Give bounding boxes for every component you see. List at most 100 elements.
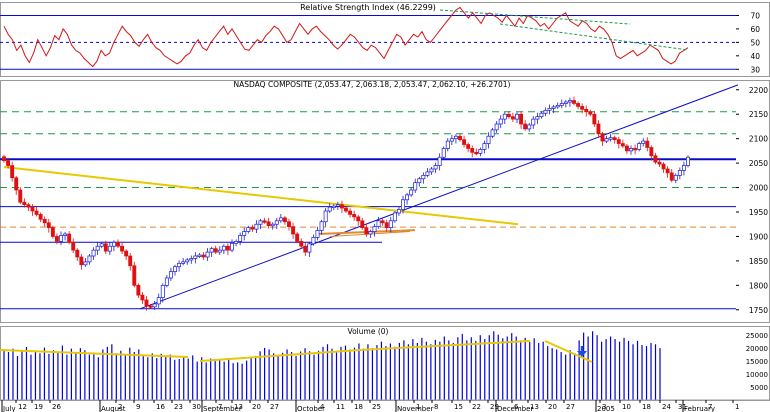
- x-month-label: December: [497, 405, 533, 412]
- candle-body: [458, 135, 462, 140]
- candle-body: [372, 226, 377, 232]
- candle-body: [498, 118, 503, 125]
- x-day-label: 2: [118, 403, 122, 411]
- x-month-label: November: [397, 405, 434, 412]
- candle-body: [531, 118, 536, 126]
- rsi-panel: 30 40 50 60 70: [0, 2, 770, 77]
- candle-body: [95, 245, 100, 251]
- volume-tick-label: 25000: [746, 332, 768, 340]
- x-day-label: 8: [434, 403, 438, 411]
- candle-body: [242, 231, 247, 236]
- candle-body: [665, 168, 670, 174]
- x-day-label: 22: [472, 403, 481, 411]
- candle-body: [111, 241, 116, 247]
- volume-trendline-2: [199, 340, 531, 362]
- candle-body: [278, 217, 283, 222]
- candle-body: [262, 220, 267, 223]
- candle-body: [360, 220, 365, 228]
- candle-body: [539, 112, 544, 118]
- candle-body: [470, 148, 475, 153]
- candle-body: [348, 210, 353, 215]
- x-day-label: 7: [218, 403, 222, 411]
- volume-trendline-1: [0, 349, 189, 358]
- candle-body: [673, 174, 678, 181]
- candle-body: [160, 284, 165, 298]
- candle-body: [624, 145, 629, 152]
- candle-body: [653, 155, 658, 163]
- candle-body: [148, 305, 153, 308]
- candle-body: [523, 123, 528, 130]
- candle-body: [128, 255, 133, 267]
- price-title: NASDAQ COMPOSITE (2,053.47, 2,063.18, 2,…: [234, 80, 511, 89]
- volume-tick-label: 10000: [746, 371, 768, 379]
- candle-body: [368, 231, 373, 235]
- candle-body: [449, 138, 454, 142]
- candle-body: [254, 223, 259, 230]
- rsi-tick-label: 40: [750, 52, 760, 61]
- candle-body: [596, 123, 601, 135]
- candle-body: [478, 149, 483, 154]
- candle-body: [519, 113, 524, 125]
- candle-body: [555, 105, 560, 108]
- candle-body: [209, 248, 214, 253]
- candle-body: [629, 148, 633, 152]
- price-panel: 1750 1800 1850 1900 1950 2000 2050 2100 2150 2200: [0, 80, 770, 323]
- x-day-label: 27: [270, 403, 279, 411]
- candle-body: [466, 144, 471, 149]
- x-day-label: 10: [622, 403, 631, 411]
- candle-body: [91, 249, 96, 257]
- candle-body: [645, 140, 650, 148]
- rsi-title: Relative Strength Index (46.2299): [300, 3, 436, 12]
- x-day-label: 18: [642, 403, 651, 411]
- candle-body: [474, 152, 479, 155]
- x-day-label: 12: [18, 403, 27, 411]
- x-day-label: 27: [566, 403, 575, 411]
- candle-body: [421, 174, 426, 180]
- candle-body: [600, 133, 605, 142]
- x-day-label: 20: [252, 403, 261, 411]
- rsi-tick-label: 70: [750, 11, 760, 20]
- x-day-label: 26: [52, 403, 61, 411]
- candle-body: [54, 236, 59, 242]
- candle-body: [181, 261, 186, 264]
- candle-body: [46, 222, 51, 228]
- candle-body: [462, 139, 467, 145]
- volume-tick-label: 5000: [750, 384, 768, 392]
- candle-body: [282, 217, 287, 223]
- candle-body: [441, 148, 446, 158]
- candle-body: [234, 240, 239, 244]
- candle-body: [510, 116, 515, 120]
- candle-body: [482, 143, 487, 150]
- candle-body: [641, 140, 646, 144]
- candle-body: [677, 170, 682, 176]
- candle-body: [124, 250, 129, 257]
- rsi-line: [3, 6, 689, 68]
- candle-body: [405, 194, 410, 201]
- candle-body: [506, 113, 511, 118]
- candle-body: [547, 108, 552, 111]
- x-day-label: 13: [530, 403, 539, 411]
- candle-body: [323, 210, 328, 223]
- candle-body: [189, 258, 194, 261]
- x-day-label: 7: [708, 403, 712, 411]
- candle-body: [10, 165, 15, 179]
- x-day-label: 13: [234, 403, 243, 411]
- candle-body: [266, 221, 271, 227]
- candle-body: [75, 249, 80, 258]
- x-day-label: 20: [548, 403, 557, 411]
- candle-body: [592, 113, 597, 125]
- price-tick-label: 2150: [749, 110, 768, 119]
- candle-body: [633, 148, 638, 151]
- candle-body: [352, 214, 357, 218]
- candle-body: [18, 189, 23, 203]
- volume-arrow-head: [577, 351, 587, 357]
- candle-body: [608, 137, 613, 140]
- candle-body: [177, 262, 182, 268]
- candle-body: [168, 271, 173, 279]
- price-tick-label: 1900: [749, 232, 768, 241]
- candle-body: [201, 254, 206, 258]
- candle-body: [327, 206, 332, 212]
- candle-body: [205, 251, 210, 258]
- candle-body: [87, 255, 92, 263]
- candle-body: [99, 243, 104, 247]
